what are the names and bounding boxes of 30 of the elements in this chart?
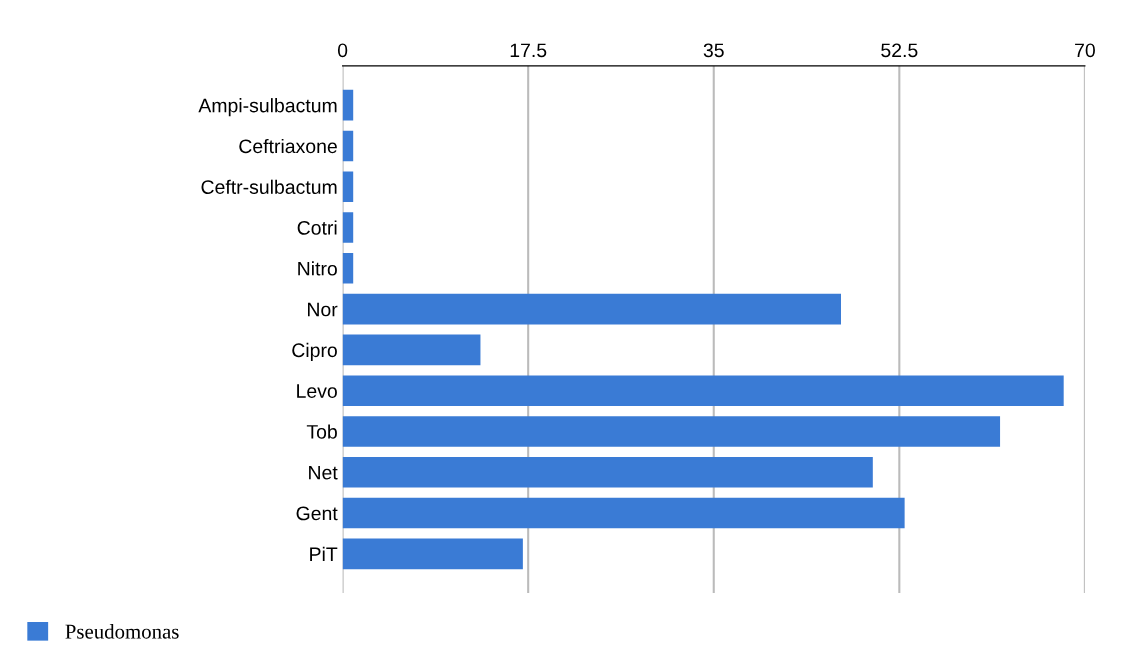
bar	[342, 89, 354, 121]
x-tick-label: 52.5	[881, 43, 918, 58]
y-tick-label: Net	[309, 465, 338, 480]
bar	[342, 130, 354, 162]
y-tick-label: Cipro	[292, 342, 337, 361]
x-tick-label: 70	[1075, 43, 1095, 58]
bar	[342, 171, 354, 203]
bar	[342, 538, 523, 570]
bar	[342, 497, 905, 529]
y-tick-label: Ceftriaxone	[239, 138, 337, 154]
y-tick-label: Gent	[296, 506, 338, 521]
y-tick-label: Levo	[297, 384, 337, 398]
y-tick-label: Ampi-sulbactum	[198, 98, 337, 117]
bar	[342, 253, 354, 284]
bar	[342, 212, 354, 243]
y-tick-label: Nor	[308, 302, 338, 317]
y-tick-label: Cotri	[297, 220, 337, 235]
y-tick-label: Nitro	[298, 261, 337, 276]
bar	[342, 334, 481, 366]
bar	[342, 416, 1001, 447]
x-tick-label: 0	[337, 43, 348, 58]
y-tick-label: Ceftr-sulbactum	[201, 179, 337, 194]
x-tick-label: 35	[703, 43, 724, 58]
bar	[342, 456, 873, 488]
x-tick-label: 17.5	[510, 43, 547, 58]
bar	[342, 375, 1064, 406]
y-tick-label: PiT	[310, 546, 338, 561]
y-tick-label: Tob	[306, 424, 337, 439]
bar	[342, 293, 841, 325]
legend-label: Pseudomonas	[65, 623, 179, 639]
